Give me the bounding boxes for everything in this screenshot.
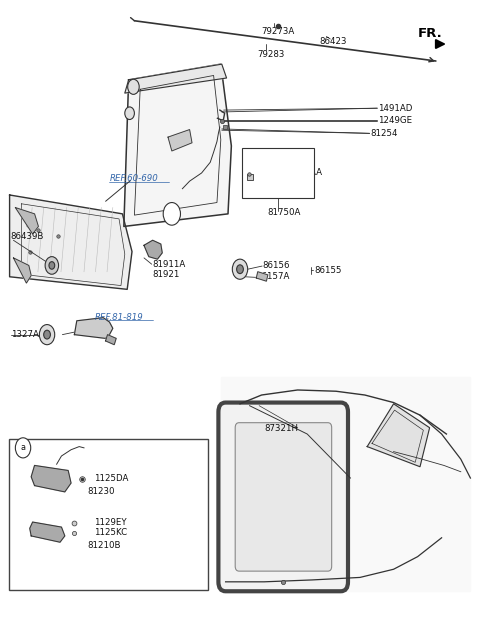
Text: FR.: FR. [418,27,443,40]
Text: 81188A: 81188A [274,179,308,188]
Polygon shape [31,465,71,492]
Text: 81921: 81921 [153,270,180,279]
Text: 86156: 86156 [262,261,289,270]
FancyBboxPatch shape [218,403,348,591]
Circle shape [15,438,31,458]
Polygon shape [125,64,227,93]
Text: 1327AC: 1327AC [11,330,44,339]
Bar [242,148,314,198]
Text: 1125KC: 1125KC [94,528,127,537]
Polygon shape [367,404,430,467]
Text: a: a [169,209,174,218]
Text: 86590: 86590 [288,158,315,167]
Text: 86157A: 86157A [256,272,290,281]
Text: 81254: 81254 [371,129,398,138]
Polygon shape [30,522,65,542]
Text: 1125DA: 1125DA [94,474,129,482]
Circle shape [45,257,59,274]
Polygon shape [256,272,268,281]
Circle shape [128,79,139,94]
Text: a: a [21,443,25,452]
Circle shape [44,330,50,339]
Text: REF.60-690: REF.60-690 [109,174,158,183]
Text: 1491AD: 1491AD [378,104,413,113]
Circle shape [125,107,134,120]
FancyBboxPatch shape [235,423,332,571]
Text: 87321H: 87321H [264,425,298,433]
Text: 81750A: 81750A [267,208,300,217]
Polygon shape [10,195,132,289]
Text: 79283: 79283 [257,50,284,59]
Polygon shape [221,377,470,591]
Text: 81230: 81230 [87,487,115,496]
Circle shape [163,203,180,225]
Circle shape [237,265,243,274]
Text: 1463AA: 1463AA [288,169,322,177]
Text: 1249GE: 1249GE [378,116,412,125]
Polygon shape [144,240,162,259]
Circle shape [49,262,55,269]
Polygon shape [13,258,31,283]
Polygon shape [74,318,113,338]
Text: 81210B: 81210B [87,541,121,550]
Polygon shape [106,335,116,345]
Circle shape [39,325,55,345]
Text: 1129EY: 1129EY [94,518,127,526]
Text: 86155: 86155 [314,266,342,275]
Polygon shape [168,130,192,151]
Text: 81911A: 81911A [153,260,186,269]
Text: 86423: 86423 [319,37,347,46]
Circle shape [232,259,248,279]
Text: 79273A: 79273A [262,27,295,36]
Polygon shape [124,64,231,226]
Text: REF.81-819: REF.81-819 [95,313,144,321]
Bar [9,439,208,590]
Polygon shape [15,208,38,234]
Text: 86439B: 86439B [11,232,44,241]
